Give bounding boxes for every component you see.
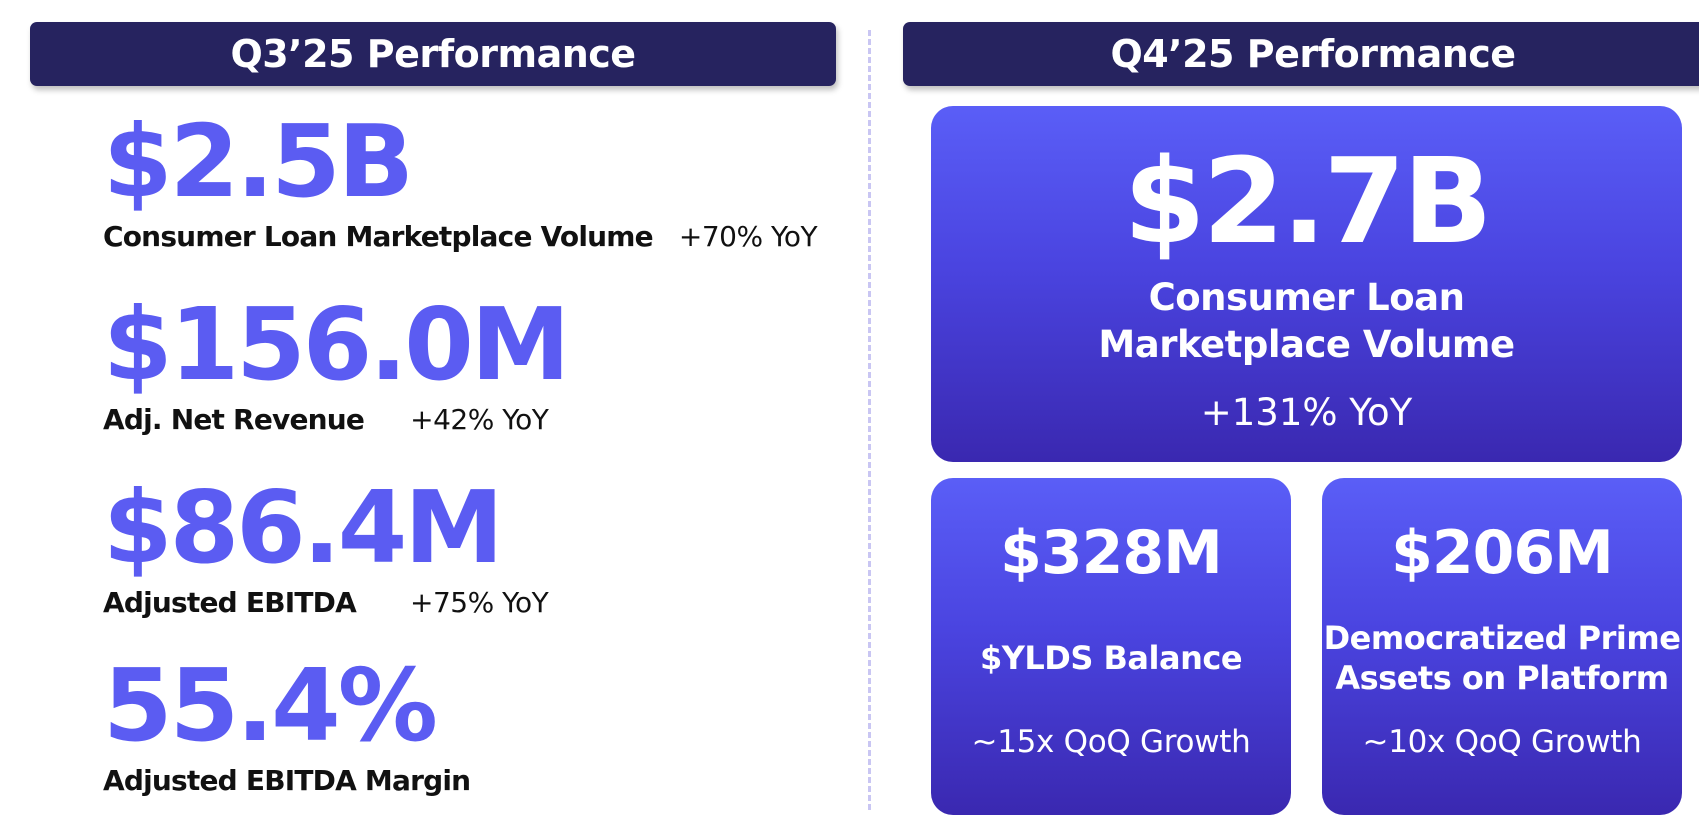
card-growth: ~10x QoQ Growth — [1362, 724, 1642, 760]
card-label-line: Marketplace Volume — [1098, 323, 1515, 366]
q3-performance-title: Q3’25 Performance — [230, 32, 636, 76]
metric-caption: Adj. Net Revenue +42% YoY — [103, 403, 567, 436]
metric-caption: Adjusted EBITDA Margin — [103, 764, 471, 797]
metric-net-revenue: $156.0M Adj. Net Revenue +42% YoY — [103, 286, 570, 437]
q4-performance-header: Q4’25 Performance — [903, 22, 1699, 86]
card-label-line: Democratized Prime — [1323, 619, 1681, 657]
metric-caption: Adjusted EBITDA +75% YoY — [103, 586, 549, 619]
metric-yoy: +42% YoY — [410, 403, 549, 436]
metric-label: Adjusted EBITDA — [103, 586, 357, 619]
prime-assets-card: $206M Democratized Prime Assets on Platf… — [1322, 478, 1682, 815]
card-label-line: $YLDS Balance — [979, 639, 1243, 677]
metric-yoy: +75% YoY — [409, 586, 549, 619]
metric-adjusted-ebitda: $86.4M Adjusted EBITDA +75% YoY — [103, 469, 549, 620]
metric-value: $86.4M — [103, 469, 504, 586]
card-label: $YLDS Balance — [931, 638, 1291, 678]
card-yoy: +131% YoY — [1200, 391, 1413, 434]
card-label-line: Consumer Loan — [1148, 276, 1465, 319]
metric-label: Adj. Net Revenue — [103, 403, 365, 436]
q3-performance-header: Q3’25 Performance — [30, 22, 836, 86]
metric-loan-volume: $2.5B Consumer Loan Marketplace Volume +… — [103, 103, 818, 254]
card-label-line: Assets on Platform — [1335, 659, 1669, 697]
card-label: Democratized Prime Assets on Platform — [1322, 618, 1682, 698]
metric-yoy: +70% YoY — [678, 220, 818, 253]
metric-value: $2.5B — [103, 103, 414, 220]
panel-divider — [868, 30, 871, 810]
metric-caption: Consumer Loan Marketplace Volume +70% Yo… — [103, 220, 818, 253]
metric-label: Consumer Loan Marketplace Volume — [103, 220, 654, 253]
q4-performance-title: Q4’25 Performance — [1110, 32, 1516, 76]
card-value: $2.7B — [1123, 132, 1492, 270]
metric-label: Adjusted EBITDA Margin — [103, 764, 471, 797]
card-value: $206M — [1391, 518, 1614, 588]
card-value: $328M — [1000, 518, 1223, 588]
ylds-balance-card: $328M $YLDS Balance ~15x QoQ Growth — [931, 478, 1291, 815]
metric-ebitda-margin: 55.4% Adjusted EBITDA Margin — [103, 647, 471, 798]
metric-value: $156.0M — [103, 286, 570, 403]
loan-volume-card: $2.7B Consumer Loan Marketplace Volume +… — [931, 106, 1682, 462]
card-growth: ~15x QoQ Growth — [971, 724, 1251, 760]
metric-value: 55.4% — [103, 647, 438, 764]
card-label: Consumer Loan Marketplace Volume — [931, 274, 1682, 368]
